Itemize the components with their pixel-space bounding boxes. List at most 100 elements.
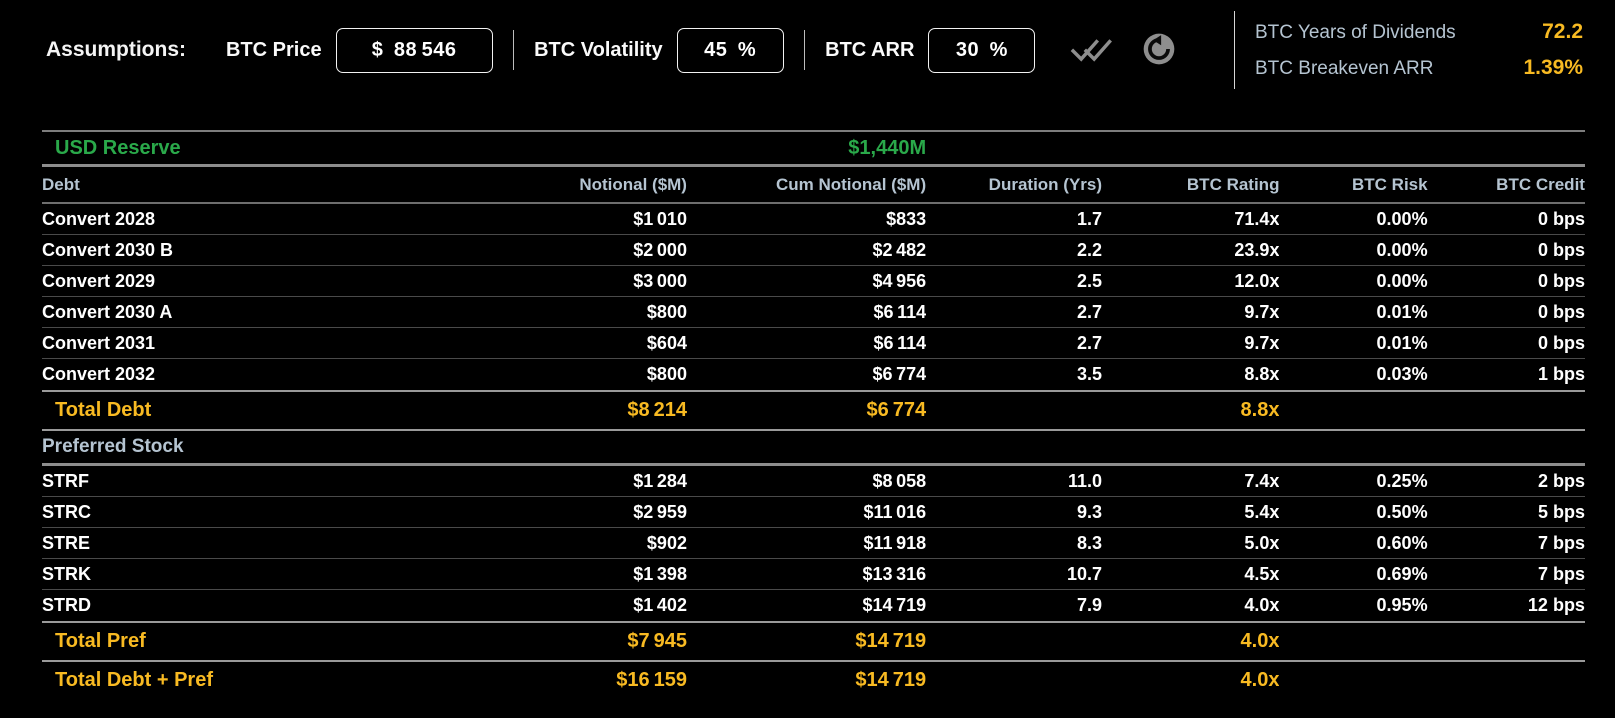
row-notional: $1 284 (633, 470, 687, 491)
row-name: STRF (42, 470, 89, 491)
btc-arr-input[interactable] (928, 27, 1036, 73)
column-header-cum-notional: Cum Notional ($M) (775, 174, 927, 194)
row-credit: 0 bps (1537, 332, 1585, 353)
btc-price-field: BTC Price (226, 27, 493, 73)
row-cum: $14 719 (855, 630, 927, 652)
column-header-duration: Duration (Yrs) (988, 174, 1103, 194)
metric-years-of-dividends: BTC Years of Dividends 72.2 (1255, 20, 1583, 44)
row-rating: 4.0x (1240, 630, 1280, 652)
metric-value: 72.2 (1542, 20, 1583, 43)
field-divider (803, 30, 806, 70)
row-credit: 12 bps (1527, 595, 1585, 615)
row-duration: 1.7 (1076, 208, 1103, 229)
row-credit: 1 bps (1537, 364, 1585, 384)
reset-icon (1143, 33, 1175, 68)
row-credit: 0 bps (1537, 301, 1585, 322)
metric-label: BTC Years of Dividends (1255, 22, 1456, 43)
field-divider (512, 30, 515, 70)
debt-table: USD Reserve $1,440M Debt Notional ($M) C… (42, 130, 1585, 699)
metric-label: BTC Breakeven ARR (1255, 58, 1434, 79)
row-risk: 0.60% (1376, 532, 1428, 553)
row-risk: 0.25% (1376, 470, 1428, 491)
row-notional: $1 398 (633, 563, 687, 584)
row-rating: 4.0x (1240, 669, 1280, 691)
confirm-button[interactable] (1069, 35, 1115, 66)
row-rating: 7.4x (1244, 470, 1280, 491)
btc-volatility-label: BTC Volatility (534, 38, 663, 61)
row-credit: 0 bps (1537, 270, 1585, 291)
usd-reserve-value: $1,440M (848, 136, 927, 159)
row-rating: 23.9x (1234, 239, 1280, 260)
row-notional: $902 (646, 532, 687, 553)
table-row: Convert 2028 $1 010 $833 1.7 71.4x 0.00%… (42, 204, 1585, 235)
btc-price-label: BTC Price (226, 38, 322, 61)
table-row: STRC $2 959 $11 016 9.3 5.4x 0.50% 5 bps (42, 497, 1585, 528)
column-header-debt: Debt (42, 174, 80, 194)
row-name: STRE (42, 532, 91, 553)
row-name: Total Debt + Pref (55, 669, 213, 691)
row-cum: $11 918 (863, 532, 927, 553)
btc-volatility-input[interactable] (676, 27, 784, 73)
table-row: Convert 2029 $3 000 $4 956 2.5 12.0x 0.0… (42, 266, 1585, 297)
total-debt-row: Total Debt $8 214 $6 774 8.8x (42, 390, 1585, 429)
usd-reserve-label: USD Reserve (55, 136, 181, 159)
row-rating: 71.4x (1234, 208, 1280, 229)
row-credit: 0 bps (1537, 208, 1585, 229)
metric-value: 1.39% (1523, 56, 1583, 79)
row-notional: $16 159 (616, 669, 687, 691)
row-rating: 9.7x (1244, 301, 1280, 322)
row-duration: 8.3 (1076, 532, 1103, 553)
row-cum: $13 316 (862, 563, 927, 584)
row-duration: 7.9 (1076, 595, 1103, 615)
row-rating: 5.4x (1244, 501, 1280, 522)
row-rating: 8.8x (1244, 364, 1280, 384)
column-header-notional: Notional ($M) (579, 174, 687, 194)
row-duration: 2.2 (1076, 239, 1103, 260)
row-risk: 0.01% (1376, 301, 1428, 322)
row-notional: $1 402 (633, 595, 687, 615)
row-notional: $3 000 (633, 270, 687, 291)
column-header-btc-risk: BTC Risk (1352, 174, 1428, 194)
btc-metrics: BTC Years of Dividends 72.2 BTC Breakeve… (1255, 20, 1583, 80)
row-name: Convert 2029 (42, 270, 156, 291)
table-row: STRK $1 398 $13 316 10.7 4.5x 0.69% 7 bp… (42, 559, 1585, 590)
table-row: Convert 2030 A $800 $6 114 2.7 9.7x 0.01… (42, 297, 1585, 328)
row-name: STRK (42, 563, 91, 584)
row-rating: 4.5x (1244, 563, 1280, 584)
row-cum: $8 058 (872, 470, 927, 491)
row-risk: 0.00% (1376, 270, 1428, 291)
row-name: Convert 2032 (42, 364, 156, 384)
table-row: STRE $902 $11 918 8.3 5.0x 0.60% 7 bps (42, 528, 1585, 559)
row-notional: $7 945 (627, 630, 687, 652)
row-cum: $2 482 (872, 239, 927, 260)
row-cum: $14 719 (862, 595, 927, 615)
row-cum: $11 016 (863, 501, 927, 522)
row-name: STRC (42, 501, 91, 522)
btc-price-input[interactable] (335, 27, 493, 73)
row-rating: 5.0x (1244, 532, 1280, 553)
row-rating: 8.8x (1240, 399, 1280, 421)
row-name: Convert 2030 A (42, 301, 173, 322)
row-duration: 2.7 (1076, 332, 1103, 353)
metric-breakeven-arr: BTC Breakeven ARR 1.39% (1255, 56, 1583, 80)
usd-reserve-row: USD Reserve $1,440M (42, 130, 1585, 167)
table-row: Convert 2032 $800 $6 774 3.5 8.8x 0.03% … (42, 359, 1585, 390)
row-risk: 0.69% (1376, 563, 1428, 584)
row-rating: 4.0x (1244, 595, 1280, 615)
row-risk: 0.03% (1376, 364, 1428, 384)
row-name: Convert 2028 (42, 208, 156, 229)
row-notional: $2 000 (633, 239, 687, 260)
reset-button[interactable] (1143, 33, 1175, 68)
table-header-row: Debt Notional ($M) Cum Notional ($M) Dur… (42, 167, 1585, 204)
row-risk: 0.00% (1376, 239, 1428, 260)
row-cum: $6 114 (873, 332, 927, 353)
row-risk: 0.95% (1376, 595, 1428, 615)
row-credit: 7 bps (1537, 532, 1585, 553)
row-duration: 9.3 (1076, 501, 1103, 522)
row-duration: 3.5 (1076, 364, 1103, 384)
row-cum: $14 719 (855, 669, 927, 691)
row-risk: 0.01% (1376, 332, 1428, 353)
row-name: Convert 2030 B (42, 239, 174, 260)
row-duration: 2.7 (1076, 301, 1103, 322)
row-rating: 12.0x (1234, 270, 1280, 291)
